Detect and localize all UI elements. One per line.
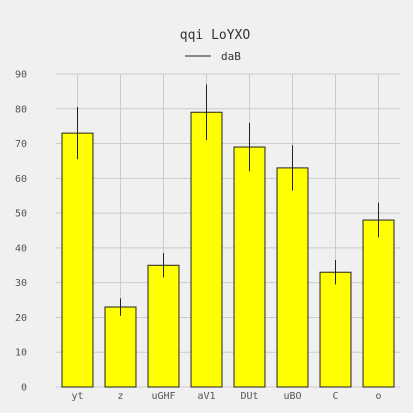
y-tick-label: 90	[15, 70, 27, 81]
x-tick-label: o	[375, 391, 381, 402]
x-tick-label: DUt	[240, 391, 258, 402]
y-tick-label: 70	[15, 139, 27, 150]
y-tick-label: 0	[21, 383, 27, 394]
y-axis: 0 10 20 30 40 50 60 70 80 90	[15, 70, 27, 394]
y-tick-label: 60	[15, 174, 27, 185]
x-tick-label: z	[117, 391, 123, 402]
error-bars-layer	[77, 84, 379, 316]
chart-title: qqi LoYXO	[180, 28, 251, 43]
x-tick-label: uGHF	[151, 391, 175, 402]
legend-label: daB	[221, 50, 241, 63]
bar-aV1	[190, 111, 223, 388]
x-tick-label: uBO	[283, 391, 301, 402]
y-tick-label: 10	[15, 348, 27, 359]
bars-layer	[61, 111, 395, 388]
y-tick-label: 20	[15, 313, 27, 324]
bar-z	[104, 306, 137, 388]
bar-o	[362, 219, 395, 388]
y-tick-label: 50	[15, 209, 27, 220]
bar-C	[319, 271, 352, 388]
bar-uGHF	[147, 264, 180, 388]
x-tick-label: C	[332, 391, 338, 402]
bar-uBO	[276, 167, 309, 388]
x-tick-label: aV1	[197, 391, 215, 402]
legend: daB	[185, 50, 241, 63]
y-tick-label: 80	[15, 104, 27, 115]
bar-yt	[61, 132, 94, 388]
x-tick-label: yt	[71, 391, 83, 402]
bar-DUt	[233, 146, 266, 388]
y-tick-label: 30	[15, 278, 27, 289]
y-tick-label: 40	[15, 243, 27, 254]
